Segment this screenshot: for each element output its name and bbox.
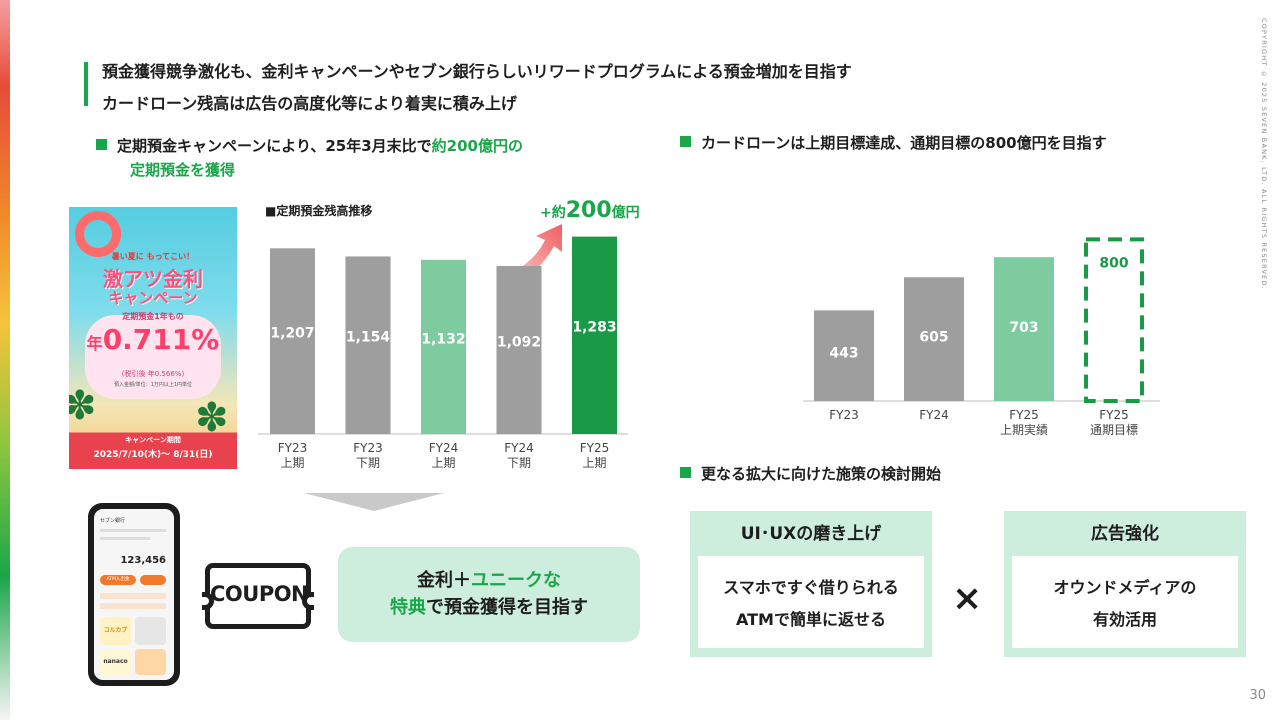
down-arrow-icon <box>304 493 444 511</box>
bar <box>496 266 542 434</box>
bar <box>345 256 391 434</box>
x-tick-label: FY23 <box>278 441 308 455</box>
bar-value-label: 1,283 <box>572 319 616 335</box>
bar-value-label: 1,207 <box>270 325 314 341</box>
deposit-chart-title: ■定期預金残高推移 <box>265 204 373 218</box>
bar-value-label: 605 <box>919 330 948 346</box>
page-number: 30 <box>1249 688 1266 703</box>
bar-value-label: 703 <box>1009 320 1038 336</box>
x-tick-label: 通期目標 <box>1090 423 1138 437</box>
x-tick-label: FY24 <box>429 441 459 455</box>
bullet-square-icon <box>680 467 691 478</box>
x-tick-label: FY25 <box>580 441 610 455</box>
x-tick-label: FY24 <box>504 441 534 455</box>
multiply-icon: × <box>952 578 983 619</box>
x-tick-label: FY23 <box>353 441 383 455</box>
x-tick-label: 上期 <box>582 456 606 470</box>
bar-value-label: 443 <box>829 346 858 362</box>
x-tick-label: 上期実績 <box>1000 422 1048 437</box>
x-tick-label: 上期 <box>280 456 304 470</box>
header-line-2: カードローン残高は広告の高度化等により着実に積み上げ <box>102 94 517 113</box>
copyright-notice: COPYRIGHT © 2025 SEVEN BANK, LTD. ALL RI… <box>1260 18 1268 290</box>
advertising-box: 広告強化 オウンドメディアの 有効活用 <box>1004 511 1246 657</box>
bullet-square-icon <box>680 136 691 147</box>
target-bar <box>1084 237 1144 403</box>
x-tick-label: FY24 <box>919 408 949 422</box>
bar-value-label: 1,154 <box>346 330 391 346</box>
deposit-strategy-callout: 金利＋ユニークな 特典で預金獲得を目指す <box>338 547 640 642</box>
coupon-icon: COUPON <box>202 563 314 629</box>
campaign-banner: ✽ ✽ 暑い夏に もってこい！ 激アツ金利 キャンペーン 定期預金1年もの 年0… <box>69 207 237 469</box>
bar <box>994 257 1054 401</box>
swim-ring-icon <box>75 211 121 257</box>
x-tick-label: FY25 <box>1009 408 1039 422</box>
bar-value-label: 800 <box>1099 255 1128 271</box>
right-section-title-2: 更なる拡大に向けた施策の検討開始 <box>680 462 941 486</box>
bar <box>421 259 466 434</box>
x-tick-label: 上期 <box>431 456 455 470</box>
bar-value-label: 1,092 <box>497 335 541 351</box>
ui-ux-box: UI･UXの磨き上げ スマホですぐ借りられる ATMで簡単に返せる <box>690 511 932 657</box>
bar <box>572 236 617 434</box>
bar <box>904 277 964 401</box>
header-line-1: 預金獲得競争激化も、金利キャンペーンやセブン銀行らしいリワードプログラムによる預… <box>102 62 852 81</box>
smartphone-app-image: セブン銀行 123,456 ATM入出金 コルカブ nanaco <box>88 503 180 686</box>
header-accent-bar <box>84 62 88 106</box>
decorative-gradient-bar <box>0 0 10 720</box>
left-section-title: 定期預金キャンペーンにより、25年3月末比で約200億円の 定期預金を獲得 <box>96 134 523 182</box>
increase-label: +約200億円 <box>540 198 640 223</box>
palm-leaf-icon: ✽ <box>69 383 97 429</box>
bullet-square-icon <box>96 139 107 150</box>
rate-pill <box>85 315 221 399</box>
bar <box>814 310 874 401</box>
x-tick-label: 下期 <box>356 456 380 470</box>
x-tick-label: FY23 <box>829 408 859 422</box>
palm-leaf-icon: ✽ <box>195 395 229 441</box>
x-tick-label: FY25 <box>1099 408 1129 422</box>
right-section-title-1: カードローンは上期目標達成、通期目標の800億円を目指す <box>680 131 1107 155</box>
bar <box>270 248 315 434</box>
x-tick-label: 下期 <box>507 456 531 470</box>
bar-value-label: 1,132 <box>421 331 465 347</box>
